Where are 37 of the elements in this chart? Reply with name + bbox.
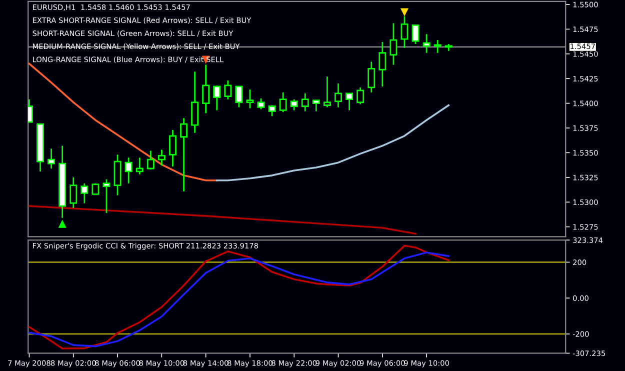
candlestick	[213, 84, 221, 111]
candlestick	[390, 22, 398, 66]
candlestick	[422, 33, 430, 54]
candlestick	[356, 86, 364, 105]
candlestick	[257, 98, 265, 110]
candlestick	[412, 24, 420, 45]
candlestick	[378, 41, 386, 88]
line-series	[28, 205, 416, 235]
candlestick	[334, 82, 342, 108]
candlestick	[434, 39, 442, 54]
candlestick	[224, 80, 232, 100]
candlestick	[48, 148, 56, 170]
candlestick	[191, 70, 199, 134]
candlestick	[290, 98, 298, 111]
line-series	[28, 62, 218, 182]
line-series	[216, 104, 450, 182]
candlestick	[323, 76, 331, 108]
candlestick	[168, 129, 176, 168]
candlestick	[180, 117, 188, 192]
candlestick	[136, 156, 144, 176]
candlestick	[146, 150, 154, 170]
point	[58, 220, 66, 228]
candlestick	[158, 149, 166, 166]
candlestick	[301, 92, 309, 112]
candlestick	[70, 176, 78, 209]
candlestick	[80, 182, 88, 204]
candlestick	[312, 100, 320, 112]
candlestick	[102, 178, 110, 214]
candlestick	[202, 64, 210, 114]
candlestick	[235, 86, 243, 108]
candlestick	[279, 92, 287, 113]
candlestick	[114, 154, 122, 196]
candlestick	[246, 88, 254, 109]
candlestick	[124, 156, 132, 184]
candlestick	[368, 61, 376, 94]
candlestick	[346, 92, 354, 111]
point	[400, 8, 409, 16]
